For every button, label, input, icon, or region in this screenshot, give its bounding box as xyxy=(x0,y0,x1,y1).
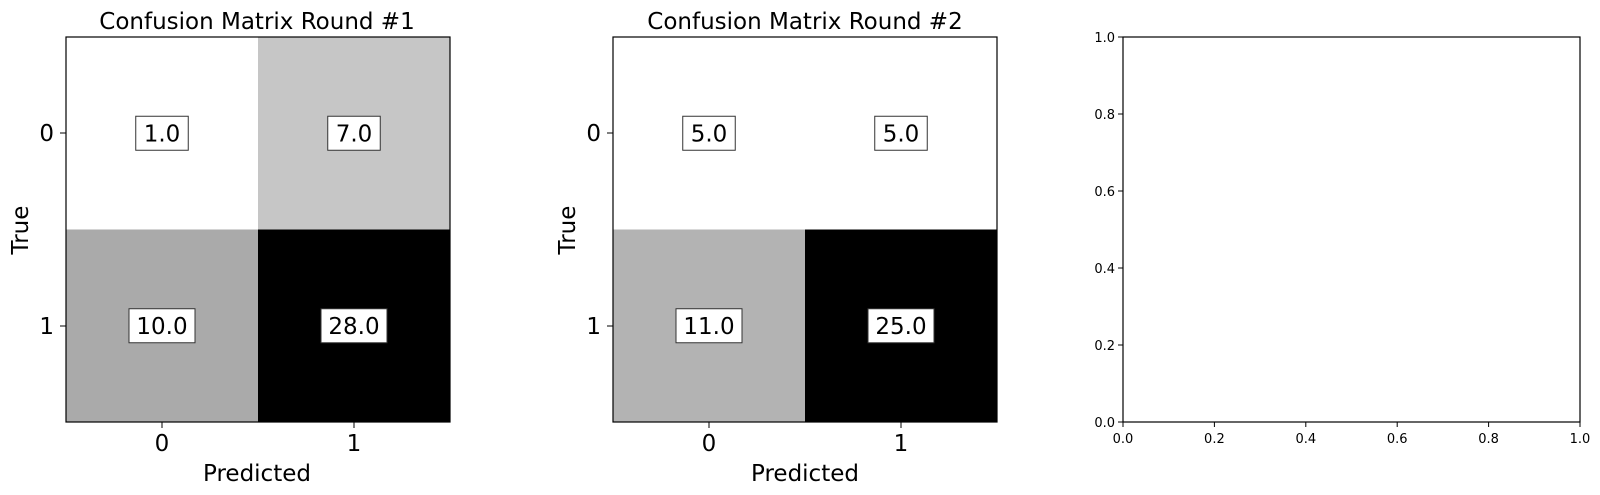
chart-1-cells: 1.0 7.0 10.0 28.0 xyxy=(66,37,451,423)
chart-2-cell-label-0-0: 5.0 xyxy=(691,121,728,147)
confusion-matrix-2: Confusion Matrix Round #2 5.0 5.0 11.0 25.0… xyxy=(555,9,998,487)
chart-3-xtick-1: 0.2 xyxy=(1204,432,1225,447)
chart-2-xtick-1: 1 xyxy=(894,431,909,457)
chart-2-cells: 5.0 5.0 11.0 25.0 xyxy=(613,37,998,423)
chart-2-xtick-0: 0 xyxy=(702,431,717,457)
chart-2-cell-label-box-1-1 xyxy=(867,308,935,344)
chart-3-xtick-3: 0.6 xyxy=(1387,432,1408,447)
chart-3-frame xyxy=(1122,36,1581,423)
chart-2-cell-label-box-0-1 xyxy=(874,115,928,151)
chart-1-cell-label-box-0-0 xyxy=(135,115,189,151)
chart-1-xtick-0: 0 xyxy=(155,431,170,457)
chart-1-cell-label-box-1-1 xyxy=(320,308,388,344)
chart-2-ytick-0: 0 xyxy=(586,121,601,147)
chart-2-title: Confusion Matrix Round #2 xyxy=(647,9,962,35)
chart-1-cell-label-1-0: 10.0 xyxy=(136,314,187,340)
chart-1-cell-label-0-0: 1.0 xyxy=(144,121,181,147)
chart-1-cell-label-0-1: 7.0 xyxy=(336,121,373,147)
chart-3-ytick-0: 0.0 xyxy=(1094,416,1115,431)
chart-1-cell-label-box-0-1 xyxy=(327,115,381,151)
chart-1-cell-label-box-1-0 xyxy=(128,308,196,344)
chart-3-ytick-3: 0.6 xyxy=(1094,185,1115,200)
chart-1-frame xyxy=(65,36,451,423)
chart-3-xtick-5: 1.0 xyxy=(1570,432,1591,447)
chart-3-ytick-4: 0.8 xyxy=(1094,108,1115,123)
chart-2-ytick-1: 1 xyxy=(586,314,601,340)
chart-3-ytick-5: 1.0 xyxy=(1094,31,1115,46)
chart-2-cell-label-1-0: 11.0 xyxy=(683,314,734,340)
empty-axes-3: 0.0 0.2 0.4 0.6 0.8 1.0 0.0 0.2 0.4 0.6 0.8 1.0 xyxy=(1094,31,1590,447)
chart-3-ytick-1: 0.2 xyxy=(1094,339,1115,354)
chart-2-cell-label-box-0-0 xyxy=(682,115,736,151)
chart-2-cell-label-0-1: 5.0 xyxy=(883,121,920,147)
chart-1-xtick-1: 1 xyxy=(347,431,362,457)
confusion-matrix-1: Confusion Matrix Round #1 1.0 7.0 10.0 28.0… xyxy=(8,9,451,487)
chart-3-ticks: 0.0 0.2 0.4 0.6 0.8 1.0 0.0 0.2 0.4 0.6 0.8 1.0 xyxy=(1094,31,1590,447)
chart-3-xtick-2: 0.4 xyxy=(1295,432,1316,447)
chart-2-xlabel: Predicted xyxy=(751,461,859,487)
chart-1-xlabel: Predicted xyxy=(203,461,311,487)
chart-2-cell-label-1-1: 25.0 xyxy=(875,314,926,340)
chart-2-cell-label-box-1-0 xyxy=(675,308,743,344)
chart-2-ylabel: True xyxy=(555,206,581,256)
chart-1-ylabel: True xyxy=(8,206,34,256)
chart-3-xtick-0: 0.0 xyxy=(1113,432,1134,447)
chart-3-xtick-4: 0.8 xyxy=(1478,432,1499,447)
chart-1-ytick-1: 1 xyxy=(39,314,54,340)
chart-3-ytick-2: 0.4 xyxy=(1094,262,1115,277)
chart-1-cell-label-1-1: 28.0 xyxy=(328,314,379,340)
chart-1-title: Confusion Matrix Round #1 xyxy=(99,9,414,35)
chart-1-ytick-0: 0 xyxy=(39,121,54,147)
chart-2-frame xyxy=(612,36,998,423)
